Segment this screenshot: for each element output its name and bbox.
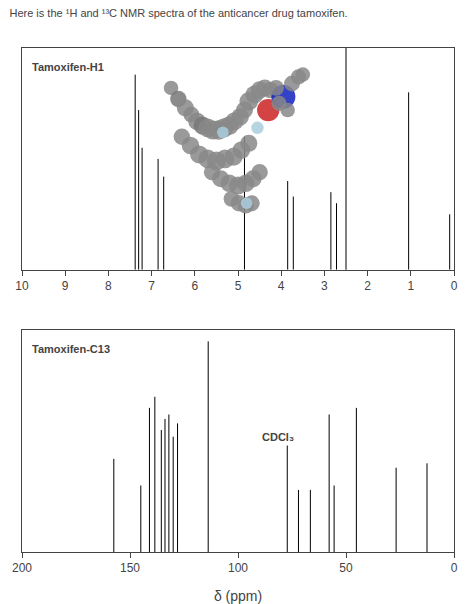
svg-text:150: 150: [120, 561, 140, 575]
svg-text:200: 200: [12, 561, 32, 575]
svg-text:50: 50: [339, 561, 353, 575]
svg-text:4: 4: [278, 279, 285, 293]
svg-text:Tamoxifen-C13: Tamoxifen-C13: [32, 343, 110, 355]
svg-text:8: 8: [105, 279, 112, 293]
svg-text:Tamoxifen-H1: Tamoxifen-H1: [32, 61, 104, 73]
svg-text:9: 9: [62, 279, 69, 293]
svg-text:1: 1: [407, 279, 414, 293]
svg-text:Here is the ¹H and ¹³C NMR spe: Here is the ¹H and ¹³C NMR spectra of th…: [9, 7, 347, 19]
svg-text:7: 7: [148, 279, 155, 293]
svg-text:3: 3: [321, 279, 328, 293]
svg-text:2: 2: [364, 279, 371, 293]
svg-text:δ (ppm): δ (ppm): [214, 588, 262, 604]
svg-text:CDCl₃: CDCl₃: [262, 431, 294, 443]
svg-text:100: 100: [228, 561, 248, 575]
svg-text:0: 0: [451, 561, 458, 575]
svg-text:10: 10: [15, 279, 29, 293]
svg-text:6: 6: [191, 279, 198, 293]
svg-text:5: 5: [235, 279, 242, 293]
svg-text:0: 0: [451, 279, 458, 293]
